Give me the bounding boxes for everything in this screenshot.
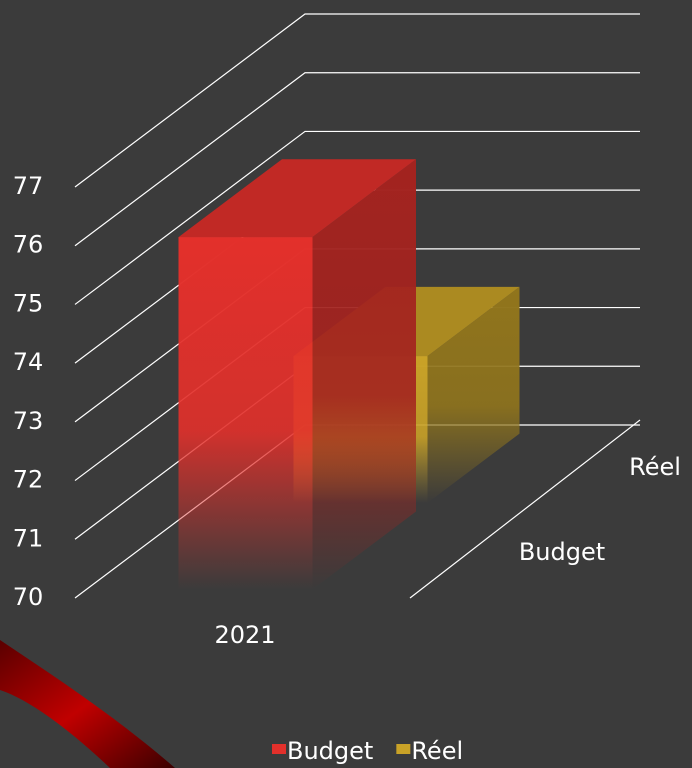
legend: Budget Réel	[272, 737, 463, 765]
depth-axis-label: Réel	[629, 453, 681, 481]
y-tick-label: 76	[13, 231, 44, 259]
bar-front	[178, 237, 313, 590]
floor-edge	[409, 419, 641, 599]
decoration	[0, 640, 175, 768]
y-tick-label: 77	[13, 172, 44, 200]
grid-line	[74, 130, 640, 305]
y-tick-label: 71	[13, 524, 44, 552]
grid-line	[74, 72, 640, 247]
y-tick-label: 70	[13, 583, 44, 611]
legend-label: Budget	[287, 737, 373, 765]
bar-side	[427, 286, 520, 503]
bar-top	[178, 159, 416, 238]
y-tick-label: 74	[13, 348, 44, 376]
legend-label: Réel	[411, 737, 463, 765]
legend-swatch	[272, 744, 286, 754]
grid-line	[74, 13, 640, 188]
x-tick-label: 2021	[214, 621, 275, 649]
bar-3d	[178, 159, 416, 590]
legend-swatch	[396, 744, 411, 754]
y-tick-label: 72	[13, 466, 44, 494]
y-tick-label: 75	[13, 289, 44, 317]
y-tick-label: 73	[13, 407, 44, 435]
depth-axis-label: Budget	[519, 538, 605, 566]
bar-side	[312, 159, 416, 590]
